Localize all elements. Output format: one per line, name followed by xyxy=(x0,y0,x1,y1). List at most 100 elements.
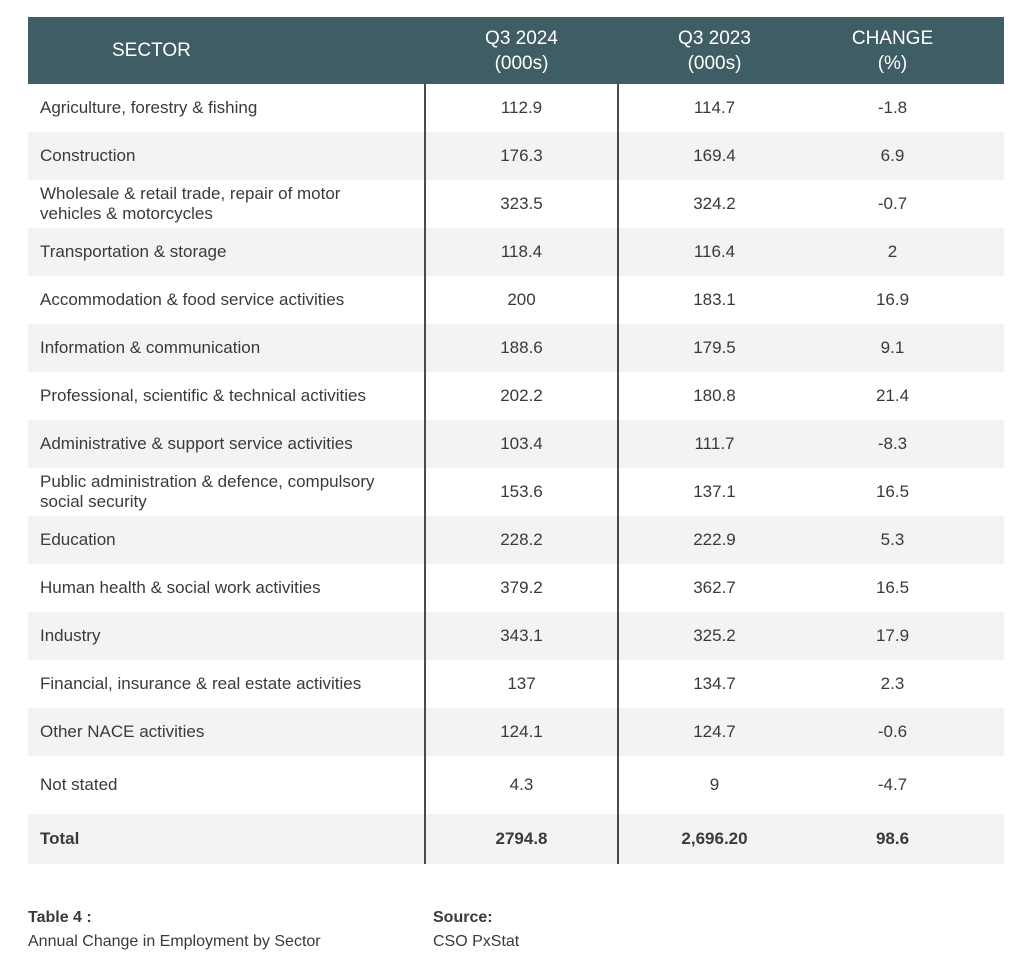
total-row: Total 2794.8 2,696.20 98.6 xyxy=(28,814,1004,864)
q3-2023-cell: 179.5 xyxy=(693,338,736,357)
change-cell: -4.7 xyxy=(877,775,908,794)
q3-2024-cell: 379.2 xyxy=(500,578,543,597)
q3-2023-cell: 325.2 xyxy=(693,626,736,645)
q3-2024-cell: 103.4 xyxy=(500,434,543,453)
table-body: Agriculture, forestry & fishing 112.9 114.… xyxy=(28,84,1004,864)
q3-2024-cell: 343.1 xyxy=(500,626,543,645)
sector-cell: Industry xyxy=(40,626,101,645)
table-header: SECTOR Q3 2024 (000s) Q3 2023 (000s) CHA… xyxy=(28,17,1004,84)
change-cell: -0.6 xyxy=(877,722,908,741)
q3-2023-cell: 111.7 xyxy=(694,434,735,453)
header-q3-2024-label: Q3 2024 xyxy=(485,27,558,49)
header-change-unit: (%) xyxy=(877,52,908,74)
q3-2024-cell: 228.2 xyxy=(500,530,543,549)
q3-2023-cell: 180.8 xyxy=(693,386,736,405)
change-cell: 17.9 xyxy=(875,626,910,645)
change-cell: 5.3 xyxy=(880,530,905,549)
header-sector-label: SECTOR xyxy=(112,40,191,61)
sector-cell: Administrative & support service activit… xyxy=(40,434,353,453)
sector-cell: Financial, insurance & real estate activ… xyxy=(40,674,362,693)
sector-cell: Other NACE activities xyxy=(40,722,205,741)
sector-cell: Education xyxy=(40,530,116,549)
q3-2023-cell: 222.9 xyxy=(693,530,736,549)
q3-2024-cell: 118.4 xyxy=(500,242,543,261)
change-cell: 98.6 xyxy=(875,829,910,848)
sector-cell: Professional, scientific & technical act… xyxy=(40,386,366,405)
header-q3-2023-unit: (000s) xyxy=(687,52,742,74)
header-change: CHANGE (%) xyxy=(811,17,1004,84)
change-cell: -0.7 xyxy=(877,194,908,213)
q3-2024-cell: 153.6 xyxy=(500,482,543,501)
table-row: Education 228.2 222.9 5.3 xyxy=(28,516,1004,564)
q3-2023-cell: 137.1 xyxy=(693,482,736,501)
q3-2023-cell: 183.1 xyxy=(693,290,736,309)
employment-table: SECTOR Q3 2024 (000s) Q3 2023 (000s) CHA… xyxy=(28,17,1004,864)
change-cell: 16.5 xyxy=(875,578,910,597)
sector-cell: Transportation & storage xyxy=(40,242,227,261)
q3-2024-cell: 137 xyxy=(507,674,536,693)
sector-cell: Human health & social work activities xyxy=(40,578,321,597)
column-divider xyxy=(617,84,619,864)
table-caption: Table 4 : Annual Change in Employment by… xyxy=(28,906,321,954)
q3-2024-cell: 323.5 xyxy=(500,194,543,213)
table-row: Not stated 4.3 9 -4.7 xyxy=(28,756,1004,814)
change-cell: 2 xyxy=(887,242,898,261)
q3-2024-cell: 2794.8 xyxy=(495,829,548,848)
table-row: Human health & social work activities 379… xyxy=(28,564,1004,612)
q3-2024-cell: 200 xyxy=(507,290,536,309)
table-row: Accommodation & food service activities 2… xyxy=(28,276,1004,324)
caption-label: Table 4 : xyxy=(28,909,92,926)
q3-2023-cell: 116.4 xyxy=(693,242,736,261)
header-q3-2024-unit: (000s) xyxy=(494,52,549,74)
sector-cell: Agriculture, forestry & fishing xyxy=(40,98,258,117)
table-row: Construction 176.3 169.4 6.9 xyxy=(28,132,1004,180)
change-cell: 9.1 xyxy=(880,338,905,357)
q3-2023-cell: 362.7 xyxy=(693,578,736,597)
q3-2024-cell: 112.9 xyxy=(500,98,543,117)
header-sector: SECTOR xyxy=(28,17,425,84)
sector-cell: Public administration & defence, compuls… xyxy=(40,472,375,511)
table-row: Wholesale & retail trade, repair of moto… xyxy=(28,180,1004,228)
sector-cell: Wholesale & retail trade, repair of moto… xyxy=(40,184,341,223)
sector-cell: Information & communication xyxy=(40,338,261,357)
q3-2023-cell: 2,696.20 xyxy=(681,829,748,848)
change-cell: 6.9 xyxy=(880,146,905,165)
change-cell: -8.3 xyxy=(877,434,908,453)
header-q3-2023-label: Q3 2023 xyxy=(678,27,751,49)
table-row: Industry 343.1 325.2 17.9 xyxy=(28,612,1004,660)
q3-2023-cell: 114.7 xyxy=(693,98,736,117)
source-label: Source: xyxy=(433,909,493,926)
change-cell: 2.3 xyxy=(880,674,905,693)
caption-text: Annual Change in Employment by Sector xyxy=(28,933,321,950)
q3-2023-cell: 9 xyxy=(709,775,720,794)
q3-2024-cell: 188.6 xyxy=(500,338,543,357)
column-divider xyxy=(424,84,426,864)
sector-cell: Total xyxy=(40,829,80,848)
table-source: Source: CSO PxStat xyxy=(433,906,519,954)
table-row: Public administration & defence, compuls… xyxy=(28,468,1004,516)
q3-2024-cell: 202.2 xyxy=(500,386,543,405)
source-text: CSO PxStat xyxy=(433,933,520,950)
q3-2023-cell: 169.4 xyxy=(693,146,736,165)
sector-cell: Construction xyxy=(40,146,136,165)
table-row: Information & communication 188.6 179.5 9.1 xyxy=(28,324,1004,372)
change-cell: 16.5 xyxy=(875,482,910,501)
table-row: Agriculture, forestry & fishing 112.9 114.… xyxy=(28,84,1004,132)
table-row: Other NACE activities 124.1 124.7 -0.6 xyxy=(28,708,1004,756)
q3-2023-cell: 134.7 xyxy=(693,674,736,693)
sector-cell: Accommodation & food service activities xyxy=(40,290,345,309)
header-q3-2023: Q3 2023 (000s) xyxy=(618,17,811,84)
table-row: Financial, insurance & real estate activ… xyxy=(28,660,1004,708)
change-cell: 16.9 xyxy=(875,290,910,309)
table-row: Administrative & support service activit… xyxy=(28,420,1004,468)
q3-2023-cell: 324.2 xyxy=(693,194,736,213)
header-change-label: CHANGE xyxy=(851,27,934,49)
change-cell: -1.8 xyxy=(877,98,908,117)
change-cell: 21.4 xyxy=(875,386,910,405)
q3-2024-cell: 176.3 xyxy=(500,146,543,165)
q3-2023-cell: 124.7 xyxy=(693,722,736,741)
q3-2024-cell: 124.1 xyxy=(500,722,543,741)
table-row: Transportation & storage 118.4 116.4 2 xyxy=(28,228,1004,276)
table-row: Professional, scientific & technical act… xyxy=(28,372,1004,420)
header-q3-2024: Q3 2024 (000s) xyxy=(425,17,618,84)
